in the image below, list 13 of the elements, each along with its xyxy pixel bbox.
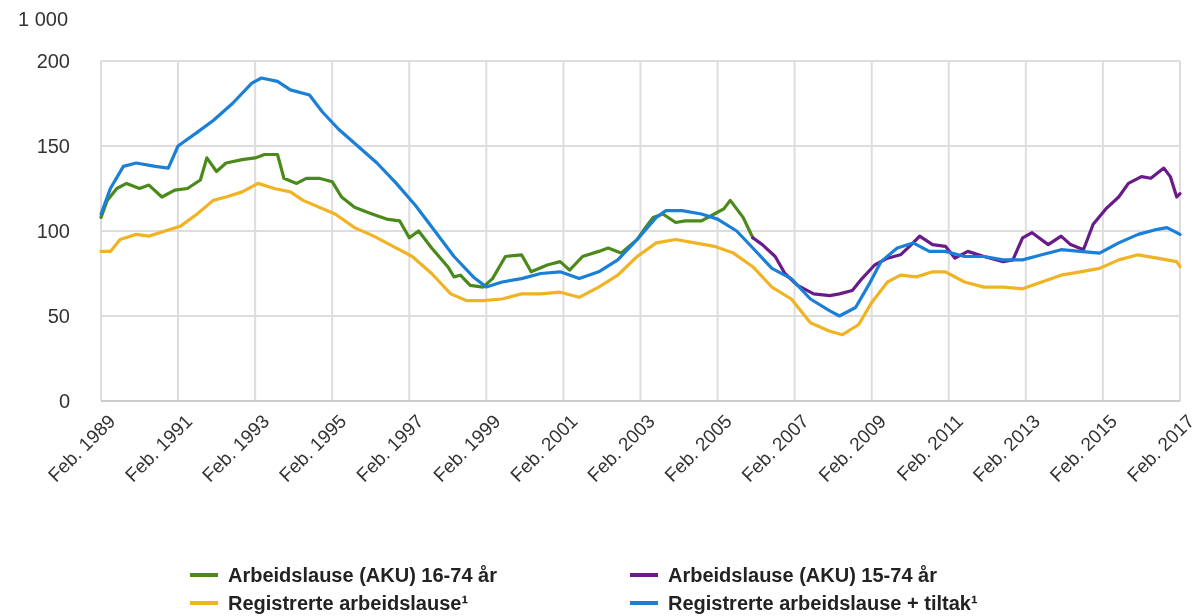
legend-label: Registrerte arbeidslause¹: [228, 592, 469, 614]
y-tick-label: 150: [36, 135, 70, 157]
y-tick-label: 200: [36, 50, 70, 72]
legend-label: Arbeidslause (AKU) 15-74 år: [668, 564, 938, 586]
legend-label: Registrerte arbeidslause + tiltak¹: [668, 592, 978, 614]
y-tick-label: 50: [47, 305, 70, 327]
y-tick-label: 0: [58, 390, 70, 412]
line-series: [99, 76, 1182, 318]
y-axis-title: 1 000: [18, 8, 69, 30]
y-tick-label: 100: [36, 220, 70, 242]
legend-label: Arbeidslause (AKU) 16-74 år: [228, 564, 498, 586]
line-series: [99, 181, 1182, 337]
line-series: [99, 152, 755, 289]
